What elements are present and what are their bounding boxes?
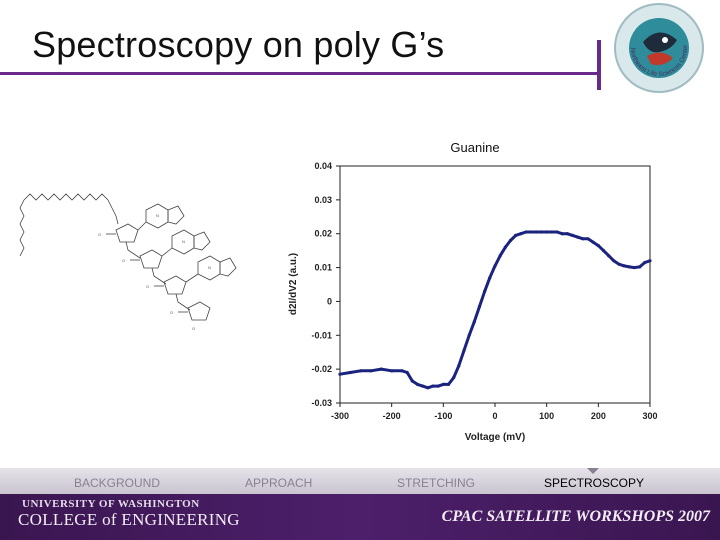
svg-text:O: O: [192, 326, 195, 331]
svg-text:N: N: [208, 265, 211, 270]
data-point: [627, 265, 631, 269]
data-point: [524, 230, 528, 234]
data-point: [534, 230, 538, 234]
data-point: [436, 384, 440, 388]
data-point: [338, 372, 342, 376]
svg-text:N: N: [156, 213, 159, 218]
data-point: [359, 369, 363, 373]
guanine-spectroscopy-chart: Guanine -300 -200 -100 0 100 200 300 0.04 0.03 0.…: [288, 140, 658, 443]
data-point: [638, 265, 642, 269]
svg-text:N: N: [182, 239, 185, 244]
chart-title: Guanine: [450, 140, 499, 155]
data-point: [483, 289, 487, 293]
data-point: [591, 240, 595, 244]
y-tick-label: 0.04: [314, 161, 332, 171]
data-point: [431, 384, 435, 388]
nav-tab-approach[interactable]: APPROACH: [245, 476, 313, 490]
data-point: [514, 233, 518, 238]
y-tick-label: 0.03: [314, 195, 332, 205]
data-point: [529, 230, 533, 234]
x-axis-label: Voltage (mV): [465, 432, 525, 443]
data-point: [570, 233, 575, 238]
data-point: [400, 369, 404, 373]
x-tick-label: -100: [434, 411, 452, 421]
data-point: [462, 348, 466, 353]
y-tick-label: 0: [327, 296, 332, 306]
college-name: COLLEGE of ENGINEERING: [18, 510, 240, 529]
x-tick-label: 100: [539, 411, 554, 421]
data-point: [632, 265, 637, 270]
data-point: [457, 364, 461, 368]
data-point: [452, 376, 456, 380]
data-point: [415, 382, 420, 386]
data-point: [467, 333, 471, 337]
data-point: [446, 382, 451, 386]
y-tick-label: -0.01: [311, 330, 332, 340]
university-name: UNIVERSITY OF WASHINGTON: [22, 498, 200, 510]
data-point: [477, 304, 482, 309]
workshop-title: CPAC SATELLITE WORKSHOPS 2007: [441, 508, 710, 525]
data-point: [539, 230, 544, 234]
section-nav-bar: BACKGROUND APPROACH STRETCHING SPECTROSC…: [0, 468, 720, 494]
x-tick-label: 0: [492, 411, 497, 421]
life-sciences-center-logo: Northwest Life Sciences Center: [614, 3, 704, 93]
data-point: [617, 262, 621, 266]
x-tick-label: -200: [383, 411, 401, 421]
nav-tab-stretching[interactable]: STRETCHING: [397, 476, 475, 490]
data-point: [555, 230, 559, 234]
data-point: [498, 254, 502, 258]
svg-text:O: O: [122, 258, 125, 263]
data-point: [560, 232, 564, 236]
data-point: [612, 259, 616, 263]
footer-banner: UNIVERSITY OF WASHINGTON COLLEGE of ENGI…: [0, 494, 720, 540]
y-tick-label: -0.02: [311, 364, 332, 374]
data-point: [472, 320, 476, 324]
data-point: [405, 370, 409, 375]
x-tick-label: -300: [331, 411, 349, 421]
nav-tab-spectroscopy[interactable]: SPECTROSCOPY: [544, 476, 645, 490]
svg-text:O: O: [98, 232, 101, 237]
data-point: [576, 235, 580, 239]
data-point: [565, 232, 569, 236]
data-point: [550, 230, 554, 234]
y-axis-label: d2I/dV2 (a.u.): [288, 253, 299, 315]
data-point: [601, 249, 606, 253]
data-point: [581, 237, 585, 241]
data-point: [369, 369, 373, 373]
data-point: [410, 379, 414, 383]
title-underline: [0, 72, 600, 75]
y-tick-label: -0.03: [311, 398, 332, 408]
data-point: [426, 386, 430, 390]
data-point: [379, 367, 383, 371]
data-point: [643, 260, 647, 265]
y-tick-label: 0.01: [314, 263, 332, 273]
data-point: [441, 382, 445, 386]
data-point: [390, 369, 394, 373]
data-point: [648, 259, 652, 263]
data-point: [493, 264, 497, 268]
svg-text:O: O: [170, 310, 173, 315]
data-point: [503, 245, 507, 249]
data-point: [607, 254, 611, 258]
data-point: [545, 230, 549, 234]
data-point: [348, 370, 352, 375]
x-tick-label: 200: [591, 411, 606, 421]
x-tick-label: 300: [642, 411, 657, 421]
data-point: [488, 276, 492, 280]
active-tab-pointer: [587, 468, 599, 474]
y-tick-label: 0.02: [314, 229, 332, 239]
plot-area: [339, 165, 651, 404]
data-point: [421, 384, 425, 388]
svg-text:O: O: [146, 284, 149, 289]
data-point: [508, 238, 513, 243]
slide-title: Spectroscopy on poly G’s: [32, 24, 445, 65]
poly-g-molecule-diagram: O O O O N N N O: [19, 193, 237, 331]
title-rule-vertical: [597, 40, 601, 90]
data-point: [519, 232, 523, 236]
data-point: [622, 264, 626, 268]
nav-tab-background[interactable]: BACKGROUND: [74, 476, 161, 490]
data-point: [586, 237, 590, 241]
data-point: [596, 243, 600, 248]
